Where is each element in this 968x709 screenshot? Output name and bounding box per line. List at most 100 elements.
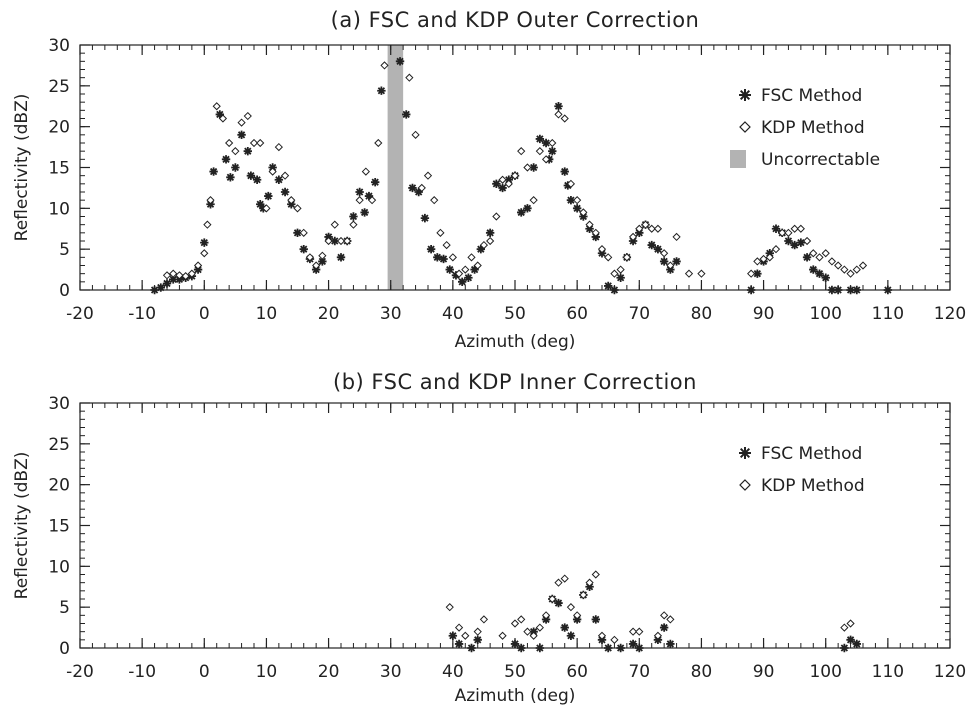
kdp-point: [406, 74, 413, 81]
kdp-point: [425, 172, 432, 179]
series-kdp: [446, 571, 854, 643]
kdp-point: [655, 225, 662, 232]
y-axis-label: Reflectivity (dBZ): [12, 94, 32, 242]
y-tick-label: 20: [48, 476, 70, 496]
fsc-point: [337, 253, 345, 261]
x-tick-label: -20: [66, 662, 94, 682]
fsc-point: [747, 286, 755, 294]
fsc-point: [281, 188, 289, 196]
fsc-point: [458, 278, 466, 286]
fsc-point: [371, 178, 379, 186]
kdp-point: [816, 254, 823, 261]
fsc-point: [629, 640, 637, 648]
kdp-point: [636, 628, 643, 635]
series-fsc: [449, 583, 861, 653]
fsc-point: [200, 238, 208, 246]
fsc-point: [610, 286, 618, 294]
x-tick-label: 50: [504, 662, 526, 682]
kdp-point: [841, 624, 848, 631]
legend-kdp-marker: [740, 480, 750, 490]
x-minor-ticks: [80, 403, 950, 648]
fsc-point: [455, 640, 463, 648]
fsc-point: [666, 640, 674, 648]
fsc-point: [822, 274, 830, 282]
legend-label: FSC Method: [761, 444, 862, 464]
kdp-point: [661, 250, 668, 257]
kdp-point: [499, 632, 506, 639]
fsc-point: [511, 640, 519, 648]
panel-outer-correction: (a) FSC and KDP Outer Correction-20 -10 0 1…: [12, 8, 966, 352]
x-tick-label: 90: [753, 304, 775, 324]
fsc-point: [548, 147, 556, 155]
x-tick-label: 100: [809, 304, 841, 324]
fsc-point: [402, 110, 410, 118]
x-tick-label: 40: [442, 304, 464, 324]
fsc-point: [523, 204, 531, 212]
kdp-point: [468, 254, 475, 261]
fsc-point: [231, 163, 239, 171]
kdp-point: [673, 234, 680, 241]
y-axis-label: Reflectivity (dBZ): [12, 452, 32, 600]
kdp-point: [204, 221, 211, 228]
fsc-point: [433, 253, 441, 261]
fsc-point: [654, 245, 662, 253]
fsc-point: [554, 599, 562, 607]
kdp-point: [462, 632, 469, 639]
fsc-point: [464, 274, 472, 282]
kdp-point: [446, 604, 453, 611]
kdp-point: [698, 270, 705, 277]
y-tick-label: 15: [48, 159, 70, 179]
fsc-point: [253, 176, 261, 184]
x-axis-label: Azimuth (deg): [455, 332, 576, 352]
x-tick-label: 50: [504, 304, 526, 324]
fsc-point: [446, 265, 454, 273]
y-tick-label: 5: [59, 240, 70, 260]
fsc-point: [616, 274, 624, 282]
kdp-point: [518, 616, 525, 623]
fsc-point: [561, 167, 569, 175]
x-tick-label: 30: [380, 304, 402, 324]
kdp-point: [493, 213, 500, 220]
kdp-point: [201, 250, 208, 257]
kdp-point: [841, 266, 848, 273]
kdp-point: [499, 176, 506, 183]
fsc-point: [237, 131, 245, 139]
kdp-point: [536, 148, 543, 155]
x-tick-label: 60: [566, 662, 588, 682]
fsc-point: [396, 57, 404, 65]
kdp-point: [487, 238, 494, 245]
kdp-point: [381, 62, 388, 69]
fsc-point: [355, 188, 363, 196]
x-tick-label: 80: [691, 662, 713, 682]
fsc-point: [660, 623, 668, 631]
kdp-point: [536, 624, 543, 631]
y-tick-label: 30: [48, 36, 70, 56]
kdp-point: [853, 266, 860, 273]
y-tick-label: 25: [48, 435, 70, 455]
kdp-point: [356, 197, 363, 204]
kdp-point: [797, 225, 804, 232]
fsc-point: [349, 212, 357, 220]
kdp-point: [481, 616, 488, 623]
kdp-point: [847, 620, 854, 627]
kdp-point: [605, 254, 612, 261]
kdp-point: [568, 604, 575, 611]
fsc-point: [797, 238, 805, 246]
fsc-point: [408, 184, 416, 192]
fsc-point: [840, 644, 848, 652]
kdp-point: [561, 575, 568, 582]
fsc-point: [247, 171, 255, 179]
fsc-point: [300, 245, 308, 253]
x-tick-label: 120: [934, 304, 966, 324]
y-tick-label: 5: [59, 598, 70, 618]
fsc-point: [846, 636, 854, 644]
x-tick-label: -10: [128, 662, 156, 682]
panel-inner-correction: (b) FSC and KDP Inner Correction-20 -10 0 1…: [12, 370, 966, 706]
fsc-point: [498, 184, 506, 192]
x-tick-label: 10: [256, 662, 278, 682]
fsc-point: [536, 644, 544, 652]
fsc-point: [222, 155, 230, 163]
fsc-point: [648, 241, 656, 249]
fsc-point: [209, 167, 217, 175]
kdp-point: [244, 113, 251, 120]
